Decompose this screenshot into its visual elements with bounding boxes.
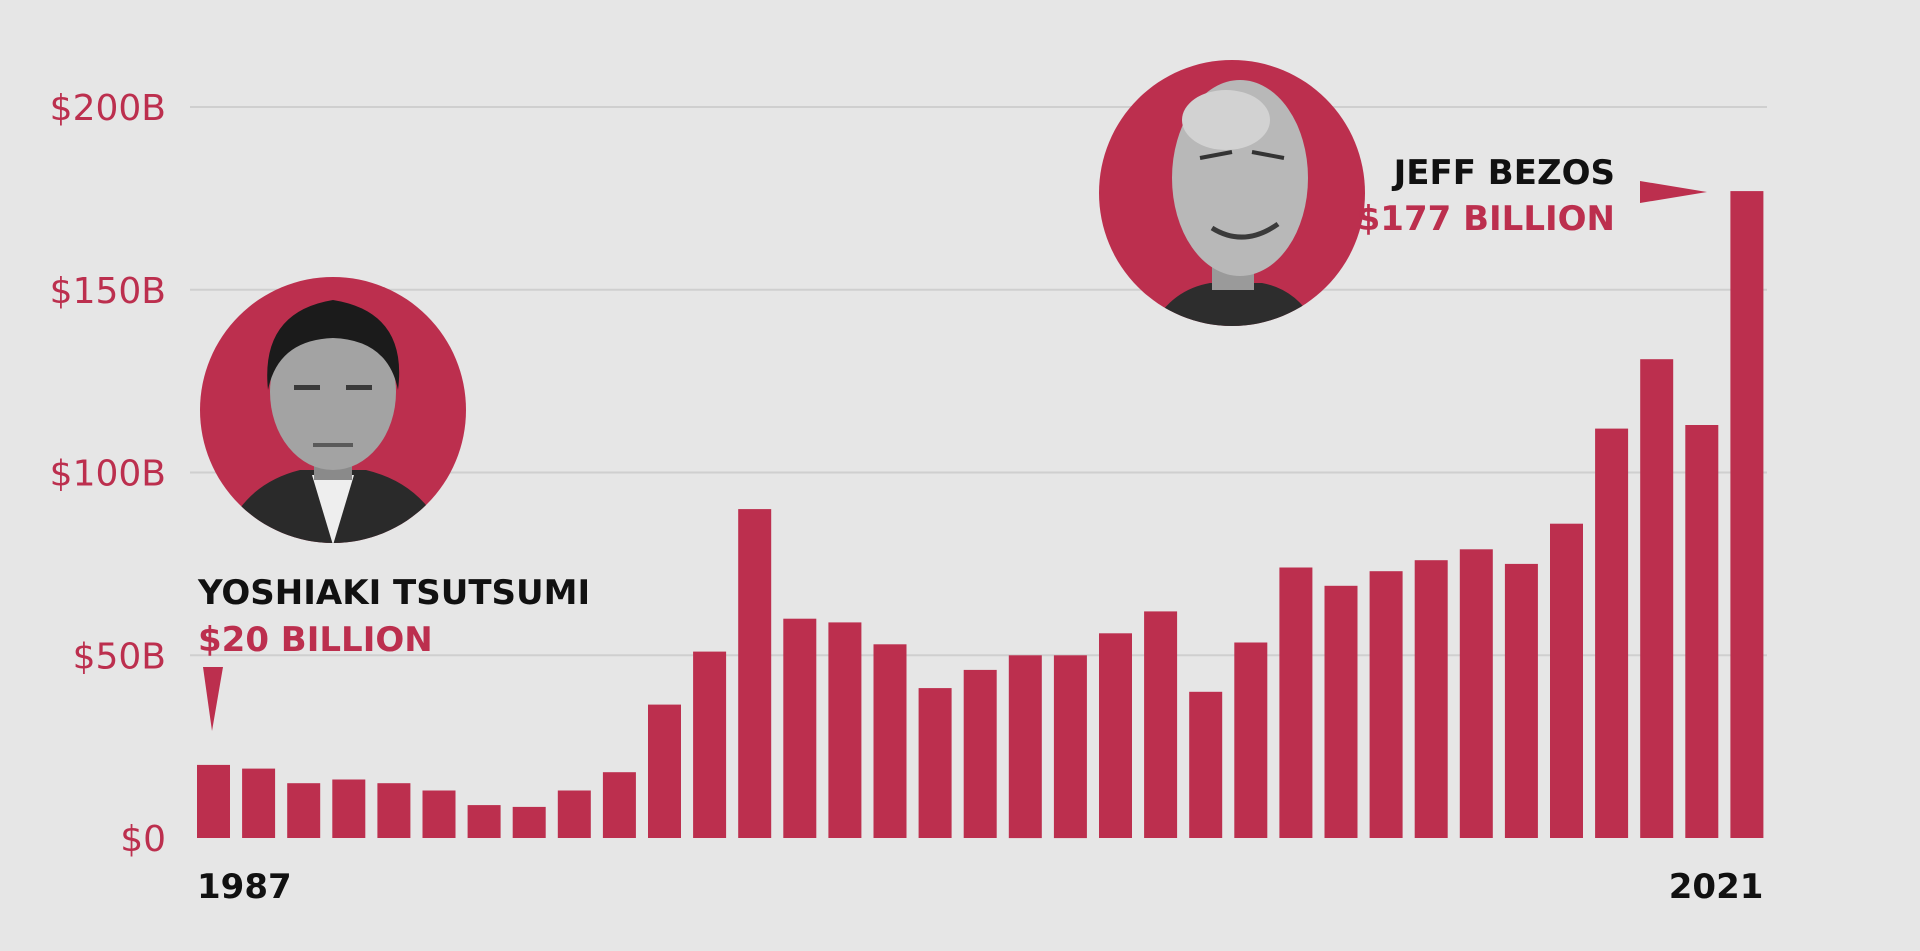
bar-1991: [377, 783, 411, 838]
bar-1994: [512, 806, 546, 838]
y-tick-label: $200B: [50, 88, 166, 129]
bar-1987: [197, 764, 230, 838]
portrait-yoshiaki-tsutsumi: [200, 277, 466, 543]
bar-2018: [1595, 428, 1629, 838]
first-annotation-pointer: [203, 667, 223, 731]
bar-1997: [648, 704, 681, 838]
x-tick-label: 1987: [197, 867, 292, 907]
last-annotation-name: JEFF BEZOS: [1392, 153, 1615, 193]
bar-1999: [738, 509, 772, 838]
gridlines: [190, 106, 1767, 657]
bar-2002: [873, 644, 907, 838]
bar-2010: [1234, 642, 1268, 838]
bar-2011: [1279, 567, 1313, 838]
bar-2012: [1324, 585, 1358, 838]
bar-2019: [1640, 359, 1674, 838]
bar-1992: [422, 790, 456, 838]
bar-2007: [1099, 633, 1132, 838]
bar-1988: [242, 768, 276, 838]
bar-1998: [693, 651, 727, 838]
bar-2021: [1730, 191, 1764, 839]
last-annotation-pointer: [1640, 181, 1707, 203]
first-annotation-value: $20 BILLION: [198, 620, 433, 660]
bar-2000: [783, 618, 817, 838]
last-annotation-value: $177 BILLION: [1357, 199, 1615, 239]
bar-2015: [1459, 549, 1493, 838]
bar-2008: [1144, 611, 1178, 838]
bar-2003: [918, 688, 952, 838]
portrait-jeff-bezos: [1099, 60, 1365, 326]
y-axis-ticks: $0 $50B $100B $150B $200B: [50, 88, 166, 860]
bar-1993: [467, 805, 501, 838]
bar-2006: [1053, 655, 1087, 839]
y-tick-label: $150B: [50, 271, 166, 312]
y-tick-label: $0: [120, 819, 166, 860]
bar-2009: [1189, 691, 1223, 838]
y-tick-label: $50B: [73, 636, 166, 677]
bar-1995: [557, 790, 591, 838]
bar-2017: [1550, 523, 1583, 838]
bar-2005: [1008, 655, 1042, 839]
bar-1990: [332, 779, 366, 838]
y-tick-label: $100B: [50, 454, 166, 495]
bar-2016: [1504, 563, 1538, 838]
bar-1996: [602, 772, 636, 838]
bar-2014: [1414, 560, 1448, 838]
bars: [197, 191, 1764, 839]
bar-2001: [828, 622, 862, 838]
x-axis-ticks: 1987 2021: [197, 867, 1763, 907]
bar-2013: [1369, 571, 1403, 838]
bar-2004: [963, 669, 997, 838]
bar-2020: [1685, 425, 1719, 838]
bar-1989: [287, 783, 321, 838]
x-tick-label: 2021: [1669, 867, 1764, 907]
first-annotation-name: YOSHIAKI TSUTSUMI: [197, 573, 590, 613]
